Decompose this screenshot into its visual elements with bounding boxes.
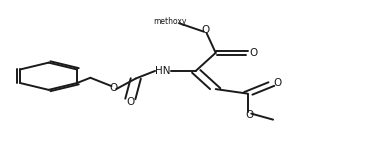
- Text: O: O: [109, 83, 117, 93]
- Text: O: O: [273, 78, 281, 88]
- Text: O: O: [250, 48, 258, 58]
- Text: HN: HN: [155, 66, 171, 76]
- Text: O: O: [245, 109, 254, 120]
- Text: O: O: [126, 97, 134, 107]
- Text: methoxy: methoxy: [154, 17, 187, 26]
- Text: O: O: [202, 25, 210, 35]
